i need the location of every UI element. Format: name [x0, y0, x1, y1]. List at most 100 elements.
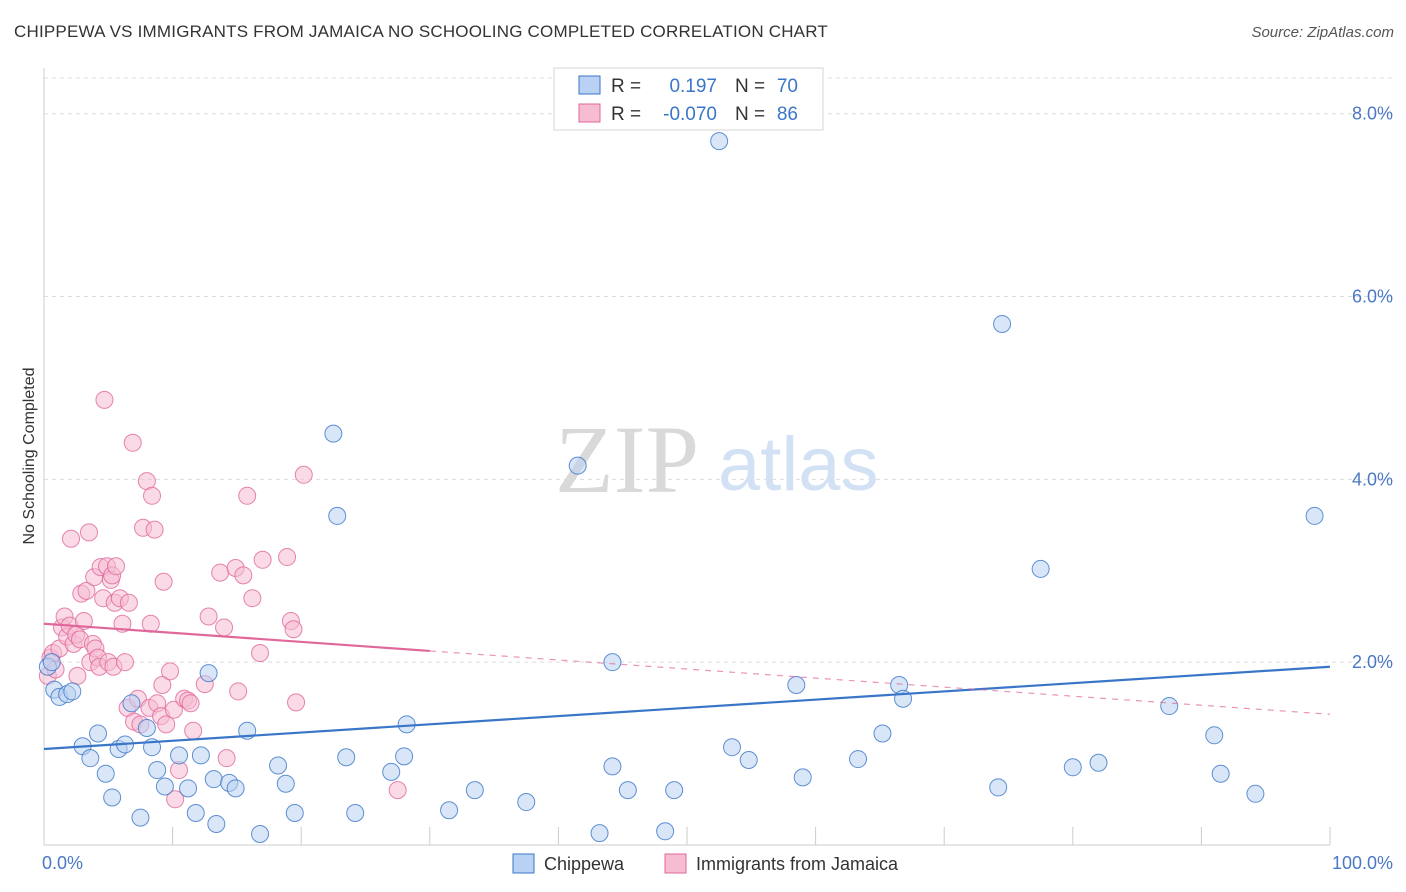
- chippewa-point: [603, 653, 622, 672]
- chippewa-point: [793, 768, 812, 787]
- jamaica-point: [166, 790, 185, 809]
- jamaica-point: [234, 566, 253, 585]
- chippewa-point: [179, 779, 198, 798]
- bottom-legend-label-jamaica: Immigrants from Jamaica: [696, 854, 899, 874]
- chippewa-point: [81, 749, 100, 768]
- chippewa-point: [723, 738, 742, 757]
- chippewa-point: [1205, 726, 1224, 745]
- chippewa-point: [1063, 758, 1082, 777]
- legend-n-label-pink: N =: [735, 104, 765, 125]
- chippewa-point: [787, 676, 806, 695]
- stats-legend: R = 0.197 N = 70 R = -0.070 N = 86: [553, 67, 824, 131]
- chippewa-point: [137, 718, 156, 737]
- chippewa-point: [42, 653, 61, 672]
- chippewa-point: [285, 804, 304, 823]
- bottom-legend-swatch-jamaica: [664, 853, 687, 874]
- chippewa-point: [122, 694, 141, 713]
- watermark-atlas: atlas: [718, 422, 879, 507]
- legend-r-label-blue: R =: [611, 76, 641, 97]
- chippewa-point: [155, 777, 174, 796]
- chippewa-point: [346, 804, 365, 823]
- jamaica-point: [119, 593, 138, 612]
- chippewa-point: [251, 825, 270, 844]
- jamaica-point: [388, 781, 407, 800]
- jamaica-point: [80, 523, 99, 542]
- chippewa-point: [1031, 559, 1050, 578]
- jamaica-point: [95, 390, 114, 409]
- jamaica-point: [107, 557, 126, 576]
- axes: [43, 68, 1331, 846]
- jamaica-point: [123, 433, 142, 452]
- trend-line-extension-jamaica: [429, 650, 1331, 715]
- chippewa-point: [337, 748, 356, 767]
- bottom-legend-label-chippewa: Chippewa: [544, 854, 625, 874]
- legend-n-value-blue: 70: [777, 76, 798, 97]
- jamaica-point: [184, 721, 203, 740]
- chippewa-point: [269, 756, 288, 775]
- jamaica-point: [116, 653, 135, 672]
- y-tick-label: 2.0%: [1352, 652, 1393, 672]
- chippewa-point: [148, 761, 167, 780]
- legend-n-value-pink: 86: [777, 104, 798, 125]
- legend-swatch-pink: [578, 103, 601, 123]
- jamaica-point: [284, 620, 303, 639]
- trend-line-chippewa: [43, 665, 1331, 751]
- chippewa-point: [191, 746, 210, 765]
- jamaica-point: [68, 666, 87, 685]
- jamaica-point: [153, 676, 172, 695]
- chippewa-point: [603, 757, 622, 776]
- x-tick-label-min: 0.0%: [42, 853, 83, 873]
- data-points: [38, 132, 1324, 844]
- jamaica-point: [181, 694, 200, 713]
- legend-r-value-pink: -0.070: [663, 104, 717, 125]
- legend-r-value-blue: 0.197: [669, 76, 717, 97]
- legend-swatch-blue: [578, 75, 601, 95]
- chippewa-point: [517, 793, 536, 812]
- chippewa-point: [1089, 753, 1108, 772]
- chippewa-point: [226, 779, 245, 798]
- chippewa-point: [1305, 506, 1324, 525]
- chippewa-point: [710, 132, 729, 151]
- chippewa-point: [324, 424, 343, 443]
- chippewa-point: [382, 762, 401, 781]
- chippewa-point: [1160, 697, 1179, 716]
- chippewa-point: [618, 781, 637, 800]
- chippewa-point: [656, 822, 675, 841]
- jamaica-point: [141, 614, 160, 633]
- jamaica-point: [164, 700, 183, 719]
- chippewa-point: [1211, 764, 1230, 783]
- chippewa-point: [89, 724, 108, 743]
- chippewa-point: [186, 804, 205, 823]
- chippewa-point: [276, 774, 295, 793]
- jamaica-point: [253, 550, 272, 569]
- jamaica-point: [199, 607, 218, 626]
- jamaica-point: [278, 548, 297, 567]
- jamaica-point: [215, 618, 234, 637]
- jamaica-point: [77, 581, 96, 600]
- chippewa-point: [204, 770, 223, 789]
- chippewa-point: [103, 788, 122, 807]
- jamaica-point: [251, 644, 270, 663]
- chippewa-point: [199, 664, 218, 683]
- source-label: Source: ZipAtlas.com: [1251, 24, 1394, 41]
- chippewa-point: [873, 724, 892, 743]
- chippewa-point: [328, 506, 347, 525]
- jamaica-point: [211, 563, 230, 582]
- chippewa-point: [849, 750, 868, 769]
- y-tick-label: 6.0%: [1352, 287, 1393, 307]
- jamaica-point: [62, 529, 81, 548]
- jamaica-point: [294, 465, 313, 484]
- chippewa-point: [63, 682, 82, 701]
- jamaica-point: [161, 662, 180, 681]
- jamaica-point: [157, 715, 176, 734]
- trend-line-jamaica: [43, 622, 430, 653]
- chippewa-point: [568, 456, 587, 475]
- y-tick-label: 8.0%: [1352, 104, 1393, 124]
- chippewa-point: [665, 781, 684, 800]
- jamaica-point: [145, 520, 164, 539]
- chippewa-point: [1246, 784, 1265, 803]
- jamaica-point: [217, 749, 236, 768]
- legend-r-label-pink: R =: [611, 104, 641, 125]
- chippewa-point: [993, 314, 1012, 333]
- bottom-legend-swatch-chippewa: [512, 853, 535, 874]
